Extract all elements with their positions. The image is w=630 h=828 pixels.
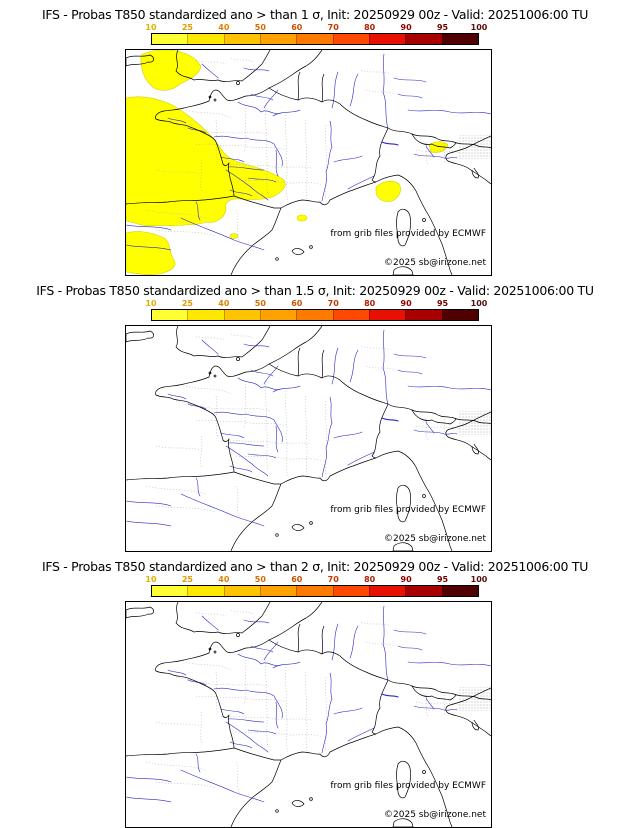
map-panel: from grib files provided by ECMWF ©2025 … (125, 49, 492, 276)
colorbar-segment (296, 34, 333, 44)
map-canvas (126, 602, 491, 827)
colorbar-tick-label: 40 (218, 299, 230, 308)
colorbar-segment (405, 34, 442, 44)
panel-title: IFS - Probas T850 standardized ano > tha… (36, 283, 594, 298)
colorbar-tick-label: 60 (291, 299, 303, 308)
colorbar-tick-labels: 10 25 40 50 60 70 80 90 95 100 (145, 23, 487, 32)
colorbar-segment (332, 310, 369, 320)
colorbar-tick-label: 40 (218, 23, 230, 32)
colorbar-segment (223, 34, 260, 44)
colorbar-segment (368, 310, 406, 320)
panel-sigma-2: IFS - Probas T850 standardized ano > tha… (0, 552, 630, 828)
panel-title: IFS - Probas T850 standardized ano > tha… (41, 559, 589, 574)
colorbar-tick-label: 10 (145, 575, 157, 584)
colorbar-tick-label: 25 (181, 23, 194, 32)
colorbar-tick-label: 25 (181, 575, 194, 584)
colorbar-segment (441, 586, 478, 596)
colorbar-tick-label: 70 (327, 23, 339, 32)
copyright-text: ©2025 sb@irizone.net (384, 534, 486, 544)
colorbar-segment (259, 34, 297, 44)
colorbar-tick-label: 100 (470, 23, 488, 32)
colorbar-tick-label: 90 (400, 575, 412, 584)
colorbar-tick-label: 95 (436, 23, 449, 32)
colorbar-segment (368, 34, 406, 44)
map-canvas (126, 50, 491, 275)
panel-sigma-1-5: IFS - Probas T850 standardized ano > tha… (0, 276, 630, 552)
colorbar-tick-label: 50 (254, 575, 266, 584)
colorbar-segment (223, 586, 260, 596)
colorbar-segment (405, 586, 442, 596)
grib-credit: from grib files provided by ECMWF (330, 781, 486, 791)
colorbar-segment (187, 34, 224, 44)
colorbar-tick-label: 50 (254, 23, 266, 32)
colorbar-tick-label: 50 (254, 299, 266, 308)
colorbar-segment (296, 310, 333, 320)
colorbar-tick-label: 10 (145, 299, 157, 308)
colorbar-tick-labels: 10 25 40 50 60 70 80 90 95 100 (145, 299, 487, 308)
colorbar-segment (152, 34, 188, 44)
probability-colorbar: 10 25 40 50 60 70 80 90 95 100 (145, 299, 487, 321)
colorbar-segment (441, 310, 478, 320)
colorbar-tick-label: 95 (436, 299, 449, 308)
probability-colorbar: 10 25 40 50 60 70 80 90 95 100 (145, 575, 487, 597)
colorbar-segment (441, 34, 478, 44)
map-canvas (126, 326, 491, 551)
colorbar-segment (259, 310, 297, 320)
panel-sigma-1: IFS - Probas T850 standardized ano > tha… (0, 0, 630, 276)
probability-colorbar: 10 25 40 50 60 70 80 90 95 100 (145, 23, 487, 45)
colorbar-segment (332, 586, 369, 596)
colorbar-segment (187, 310, 224, 320)
colorbar-segment (259, 586, 297, 596)
colorbar-tick-label: 95 (436, 575, 449, 584)
colorbar (151, 585, 479, 597)
colorbar-tick-label: 80 (364, 23, 376, 32)
colorbar-tick-label: 10 (145, 23, 157, 32)
colorbar-tick-label: 100 (470, 299, 488, 308)
grib-credit: from grib files provided by ECMWF (330, 505, 486, 515)
colorbar-tick-label: 70 (327, 299, 339, 308)
copyright-text: ©2025 sb@irizone.net (384, 810, 486, 820)
grib-credit: from grib files provided by ECMWF (330, 229, 486, 239)
colorbar-segment (332, 34, 369, 44)
colorbar-tick-label: 60 (291, 23, 303, 32)
colorbar-tick-label: 80 (364, 299, 376, 308)
colorbar-tick-label: 100 (470, 575, 488, 584)
colorbar-segment (152, 310, 188, 320)
colorbar-tick-label: 90 (400, 23, 412, 32)
colorbar-segment (223, 310, 260, 320)
colorbar-segment (296, 586, 333, 596)
panel-title: IFS - Probas T850 standardized ano > tha… (41, 7, 589, 22)
colorbar-tick-label: 60 (291, 575, 303, 584)
colorbar-tick-labels: 10 25 40 50 60 70 80 90 95 100 (145, 575, 487, 584)
copyright-text: ©2025 sb@irizone.net (384, 258, 486, 268)
colorbar-tick-label: 40 (218, 575, 230, 584)
map-panel: from grib files provided by ECMWF ©2025 … (125, 325, 492, 552)
colorbar-segment (187, 586, 224, 596)
colorbar-tick-label: 80 (364, 575, 376, 584)
probability-shading (126, 50, 449, 275)
colorbar-tick-label: 90 (400, 299, 412, 308)
colorbar-tick-label: 25 (181, 299, 194, 308)
colorbar-segment (152, 586, 188, 596)
colorbar (151, 33, 479, 45)
colorbar-tick-label: 70 (327, 575, 339, 584)
colorbar-segment (368, 586, 406, 596)
colorbar (151, 309, 479, 321)
map-panel: from grib files provided by ECMWF ©2025 … (125, 601, 492, 828)
colorbar-segment (405, 310, 442, 320)
